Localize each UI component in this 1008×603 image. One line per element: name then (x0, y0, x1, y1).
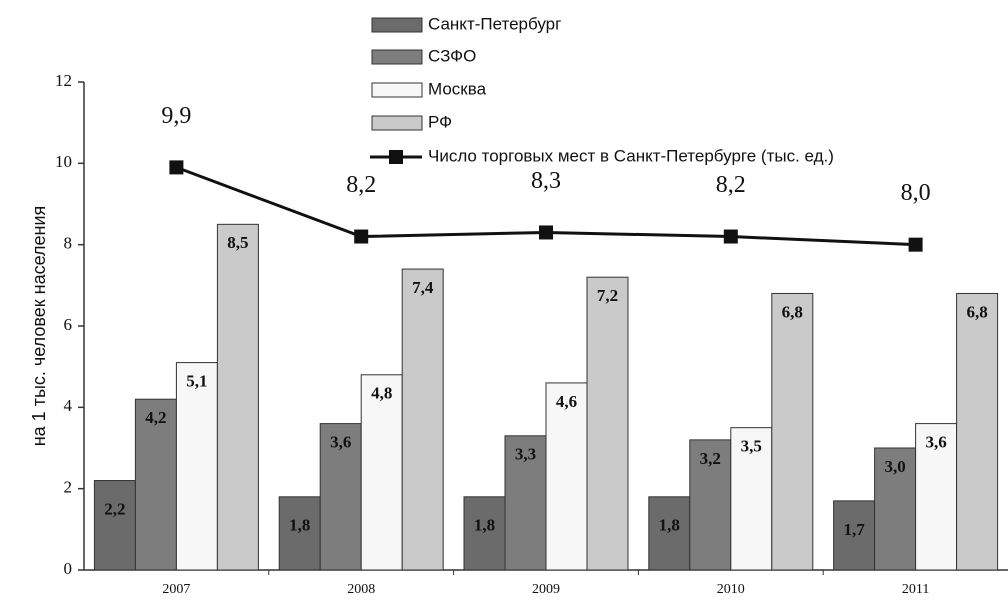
line-marker (539, 225, 553, 240)
x-tick-label: 2008 (347, 582, 375, 597)
bar (586, 276, 629, 571)
legend-swatch (371, 17, 423, 33)
bar (319, 423, 362, 571)
bar-value-label: 7,2 (597, 286, 618, 305)
bar-value-label: 5,1 (186, 372, 207, 391)
legend-marker (389, 150, 403, 164)
bar (93, 480, 136, 571)
bar-value-label: 2,2 (104, 499, 125, 518)
bar (915, 423, 958, 571)
bar-value-label: 6,8 (782, 302, 803, 321)
bar-value-label: 3,6 (330, 433, 351, 452)
legend-swatch (371, 82, 423, 98)
bar (401, 268, 444, 571)
bar (463, 496, 506, 571)
x-tick-label: 2010 (717, 582, 745, 597)
bar-value-label: 4,2 (145, 408, 166, 427)
legend-swatch (371, 49, 423, 65)
bar (216, 223, 259, 571)
line-marker (723, 229, 738, 244)
bar-value-label: 1,7 (843, 520, 865, 539)
bar-value-label: 4,6 (556, 392, 577, 411)
y-axis-label: на 1 тыс. человек населения (29, 206, 49, 447)
bar (833, 500, 876, 571)
y-tick-label: 12 (55, 71, 72, 90)
bar (956, 292, 999, 571)
line-marker (354, 229, 369, 244)
y-tick-label: 8 (64, 234, 73, 253)
y-tick-label: 6 (64, 315, 73, 334)
legend-label: Санкт-Петербург (428, 14, 561, 33)
bar-value-label: 3,5 (741, 437, 762, 456)
line-value-label: 8,2 (716, 172, 746, 198)
line-value-label: 8,3 (531, 168, 561, 194)
bar-value-label: 1,8 (659, 516, 680, 535)
bar-value-label: 3,3 (515, 445, 536, 464)
bar (504, 435, 547, 571)
bar (360, 374, 403, 571)
bar (175, 362, 218, 571)
bar-value-label: 1,8 (289, 516, 310, 535)
bar (730, 427, 773, 571)
legend-label: РФ (428, 112, 452, 131)
y-tick-label: 4 (64, 396, 73, 415)
bar (545, 382, 588, 571)
legend-label: СЗФО (428, 46, 476, 65)
legend-label: Москва (428, 79, 487, 98)
bar (874, 447, 917, 571)
bar (648, 496, 691, 571)
y-tick-label: 0 (64, 559, 73, 578)
line-marker (169, 160, 184, 175)
legend-label: Число торговых мест в Санкт-Петербурге (… (428, 146, 834, 165)
legend-swatch (371, 115, 423, 131)
bar (134, 398, 177, 571)
x-tick-label: 2007 (162, 582, 190, 597)
y-tick-label: 2 (64, 478, 73, 497)
x-tick-label: 2009 (532, 582, 560, 597)
line-value-label: 8,2 (346, 172, 376, 198)
bar-value-label: 3,6 (925, 433, 946, 452)
x-tick-label: 2011 (902, 582, 929, 597)
bar (771, 292, 814, 571)
bar-value-label: 4,8 (371, 384, 392, 403)
bar-value-label: 1,8 (474, 516, 495, 535)
bar-value-label: 3,2 (700, 449, 721, 468)
line-value-label: 8,0 (901, 180, 931, 206)
bar-value-label: 8,5 (227, 233, 248, 252)
y-tick-label: 10 (55, 152, 72, 171)
line-marker (908, 237, 923, 252)
bar-value-label: 3,0 (884, 457, 905, 476)
bar-value-label: 7,4 (412, 278, 434, 297)
bar-value-label: 6,8 (966, 302, 987, 321)
line-value-label: 9,9 (161, 103, 191, 129)
